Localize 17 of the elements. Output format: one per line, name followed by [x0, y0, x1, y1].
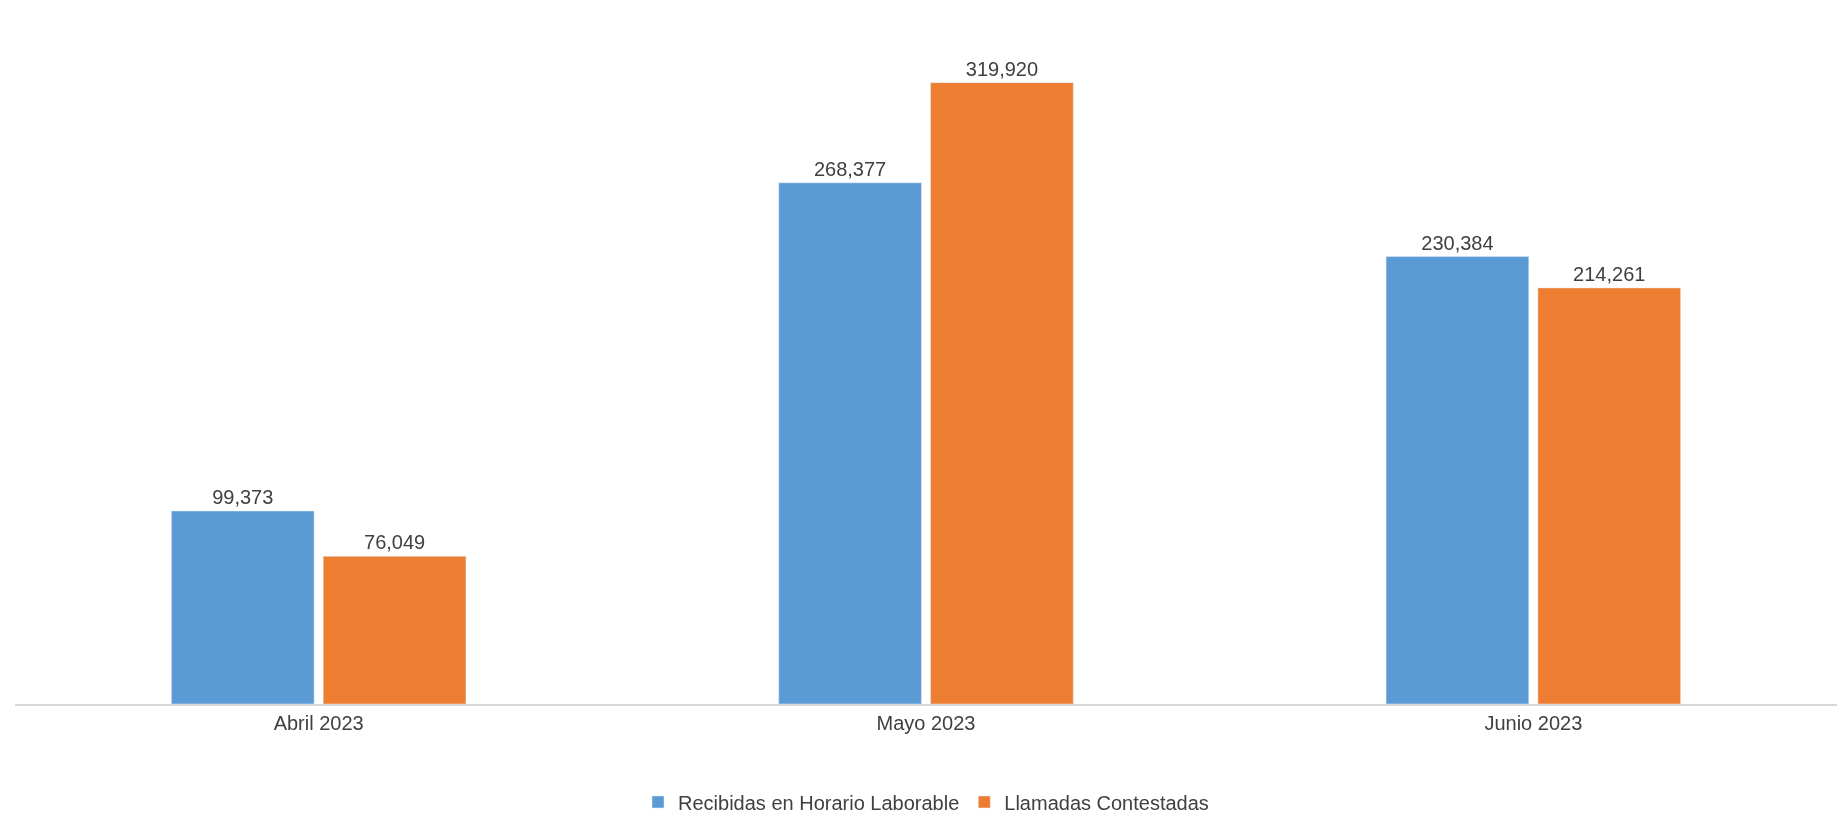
data-label: 214,261: [1573, 262, 1646, 285]
data-label: 230,384: [1421, 231, 1494, 254]
bar: [1537, 287, 1681, 704]
bar: [1385, 256, 1530, 704]
x-tick-label: Junio 2023: [1484, 712, 1583, 734]
data-label: 268,377: [813, 157, 887, 180]
bar: [778, 182, 922, 704]
bar: [930, 82, 1074, 704]
legend-label: Recibidas en Horario Laborable: [678, 791, 960, 814]
legend-label: Llamadas Contestadas: [1004, 791, 1209, 814]
x-tick-label: Mayo 2023: [876, 712, 976, 734]
bar: [322, 556, 467, 704]
bar: [171, 510, 315, 704]
data-label: 99,373: [212, 486, 274, 509]
data-label: 319,920: [965, 57, 1039, 80]
x-tick-label: Abril 2023: [273, 712, 364, 734]
data-label: 76,049: [364, 531, 426, 554]
